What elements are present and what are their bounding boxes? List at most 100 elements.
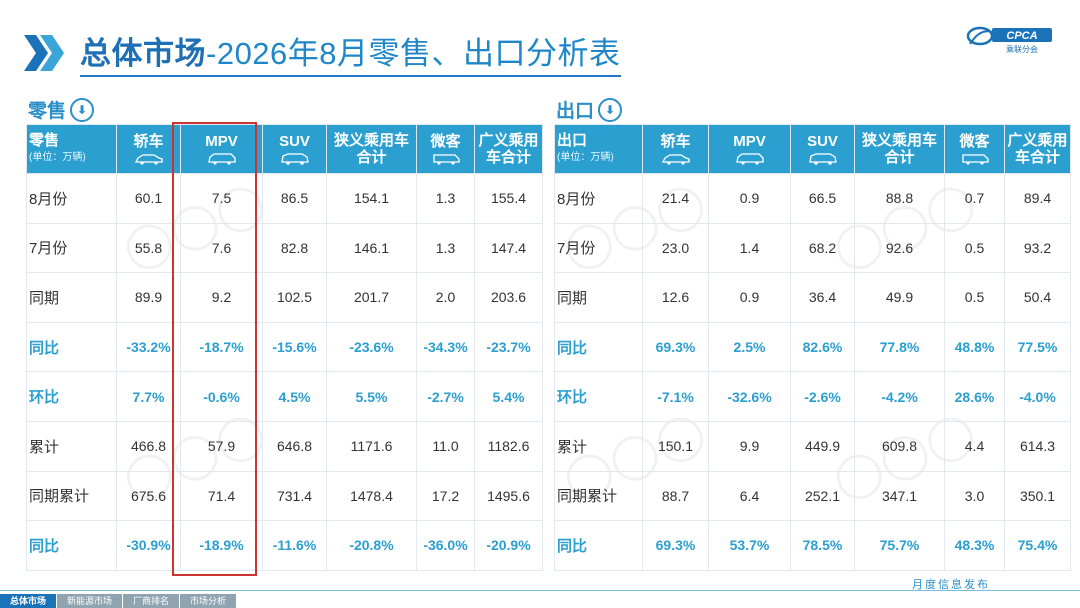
retail-header-unit: (单位：万辆) [29, 152, 86, 163]
col-header-sedan: 轿车 [116, 124, 181, 174]
row-label: 累计 [554, 420, 643, 472]
row-label: 同期累计 [26, 470, 117, 522]
table-cell: 5.5% [326, 371, 417, 422]
double-chevron-icon [22, 33, 66, 73]
row-label: 同比 [554, 520, 643, 571]
col-header-minivan: 微客 [416, 124, 475, 174]
footer-tab[interactable]: 市场分析 [180, 594, 237, 608]
table-cell: 4.5% [262, 371, 327, 422]
arrow-down-icon: ⬇ [70, 97, 95, 122]
table-cell: 48.8% [944, 321, 1005, 373]
row-label: 7月份 [26, 222, 117, 274]
export-header-row: 出口 (单位：万辆) 轿车 MPV SUV 狭义乘用车合计 微客 广义乘用车合计 [554, 124, 1071, 174]
suv-icon [280, 153, 309, 165]
retail-table-body: 8月份 60.1 7.5 86.5 154.1 1.3 155.4 7月份 55.8 7.6 82.… [26, 173, 543, 571]
table-cell: 350.1 [1004, 470, 1071, 522]
mpv-icon [207, 153, 236, 165]
table-row: 同比 69.3% 53.7% 78.5% 75.7% 48.3% 75.4% [554, 520, 1071, 571]
table-cell: 78.5% [790, 520, 855, 571]
table-cell: 69.3% [642, 520, 709, 571]
table-cell: -4.0% [1004, 371, 1071, 422]
table-cell: 1.3 [416, 222, 475, 274]
table-cell: -0.6% [180, 371, 263, 422]
table-cell: 49.9 [854, 272, 945, 323]
retail-header-corner: 零售 (单位：万辆) [26, 124, 117, 174]
table-cell: 646.8 [262, 420, 327, 472]
page-title-rest: -2026年8月零售、出口分析表 [206, 36, 621, 71]
table-cell: 609.8 [854, 420, 945, 472]
table-cell: 50.4 [1004, 272, 1071, 323]
retail-table: 零售 (单位：万辆) 轿车 MPV SUV 狭义乘用车合计 微客 广义乘用车合计… [26, 124, 543, 571]
table-cell: -18.7% [180, 321, 263, 373]
col-header-narrow-total: 狭义乘用车合计 [854, 124, 945, 174]
table-row: 同期 89.9 9.2 102.5 201.7 2.0 203.6 [26, 272, 543, 323]
retail-header-label: 零售 [29, 132, 60, 149]
table-cell: 9.9 [708, 420, 791, 472]
footer-tab[interactable]: 总体市场 [0, 594, 57, 608]
table-cell: 347.1 [854, 470, 945, 522]
mpv-icon [735, 153, 764, 165]
table-cell: -20.9% [474, 520, 543, 571]
sedan-icon [661, 154, 690, 165]
table-cell: 11.0 [416, 420, 475, 472]
table-cell: 89.9 [116, 272, 181, 323]
table-cell: 1478.4 [326, 470, 417, 522]
table-cell: 201.7 [326, 272, 417, 323]
table-cell: -34.3% [416, 321, 475, 373]
table-cell: 75.4% [1004, 520, 1071, 571]
table-cell: 203.6 [474, 272, 543, 323]
title-bar: 总体市场-2026年8月零售、出口分析表 [22, 28, 621, 77]
col-header-mpv: MPV [708, 124, 791, 174]
table-cell: -18.9% [180, 520, 263, 571]
table-cell: -20.8% [326, 520, 417, 571]
minivan-icon [432, 154, 460, 165]
table-cell: 36.4 [790, 272, 855, 323]
table-row: 7月份 55.8 7.6 82.8 146.1 1.3 147.4 [26, 222, 543, 274]
export-header-label: 出口 [557, 132, 588, 149]
table-cell: 89.4 [1004, 173, 1071, 224]
col-header-sedan: 轿车 [642, 124, 709, 174]
mpv-highlight-box [172, 122, 257, 576]
table-cell: 102.5 [262, 272, 327, 323]
col-header-mpv: MPV [180, 124, 263, 174]
table-cell: 53.7% [708, 520, 791, 571]
retail-section-label: 零售 ⬇ [28, 96, 95, 123]
table-cell: 154.1 [326, 173, 417, 224]
table-cell: 71.4 [180, 470, 263, 522]
table-cell: 4.4 [944, 420, 1005, 472]
table-row: 7月份 23.0 1.4 68.2 92.6 0.5 93.2 [554, 222, 1071, 274]
table-cell: 12.6 [642, 272, 709, 323]
table-cell: 82.8 [262, 222, 327, 274]
table-cell: -2.7% [416, 371, 475, 422]
table-cell: 146.1 [326, 222, 417, 274]
table-cell: 77.5% [1004, 321, 1071, 373]
table-cell: 0.9 [708, 272, 791, 323]
table-cell: -32.6% [708, 371, 791, 422]
table-cell: 252.1 [790, 470, 855, 522]
row-label: 7月份 [554, 222, 643, 274]
cpca-logo: CPCA 乘联分会 [966, 22, 1058, 54]
table-cell: 68.2 [790, 222, 855, 274]
table-cell: 5.4% [474, 371, 543, 422]
table-cell: 2.0 [416, 272, 475, 323]
footer-tab[interactable]: 厂商排名 [123, 594, 180, 608]
table-cell: 466.8 [116, 420, 181, 472]
table-row: 同期 12.6 0.9 36.4 49.9 0.5 50.4 [554, 272, 1071, 323]
table-cell: 66.5 [790, 173, 855, 224]
export-table-body: 8月份 21.4 0.9 66.5 88.8 0.7 89.4 7月份 23.0 1.4 68.2 9… [554, 173, 1071, 571]
col-header-suv: SUV [790, 124, 855, 174]
row-label: 同期累计 [554, 470, 643, 522]
export-header-unit: (单位：万辆) [557, 152, 614, 163]
table-cell: 6.4 [708, 470, 791, 522]
col-header-broad-total: 广义乘用车合计 [1004, 124, 1071, 174]
footer-tab[interactable]: 新能源市场 [57, 594, 123, 608]
export-section-label: 出口 ⬇ [556, 96, 623, 123]
table-cell: 147.4 [474, 222, 543, 274]
logo-sub: 乘联分会 [1006, 44, 1038, 54]
retail-section-text: 零售 [28, 101, 67, 122]
row-label: 环比 [26, 371, 117, 422]
table-cell: 55.8 [116, 222, 181, 274]
table-cell: 69.3% [642, 321, 709, 373]
table-cell: 1.3 [416, 173, 475, 224]
table-cell: 1495.6 [474, 470, 543, 522]
